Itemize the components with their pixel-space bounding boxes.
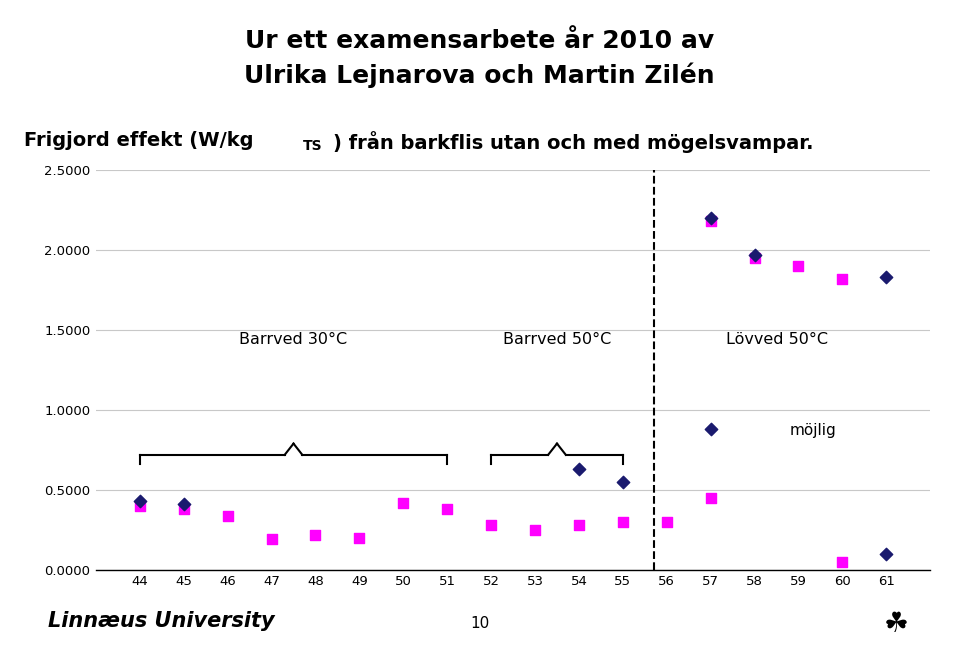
Point [352, 533, 367, 543]
Point [703, 216, 718, 227]
Point [132, 496, 148, 506]
Point [132, 500, 148, 511]
Text: Ur ett examensarbete år 2010 av: Ur ett examensarbete år 2010 av [245, 29, 714, 54]
Point [878, 549, 894, 559]
Point [747, 253, 762, 263]
Text: TS: TS [303, 139, 322, 153]
Point [834, 274, 850, 284]
Point [747, 250, 762, 260]
Text: ☘: ☘ [884, 610, 909, 637]
Point [176, 504, 192, 514]
Point [703, 424, 718, 434]
Point [703, 493, 718, 503]
Point [659, 517, 674, 527]
Point [703, 213, 718, 223]
Point [439, 504, 455, 514]
Text: ) från barkflis utan och med mögelsvampar.: ) från barkflis utan och med mögelsvampa… [333, 131, 813, 153]
Text: Lövved 50°C: Lövved 50°C [726, 332, 828, 347]
Point [308, 529, 323, 540]
Point [572, 464, 587, 474]
Point [220, 510, 235, 521]
Text: Linnæus University: Linnæus University [48, 611, 274, 631]
Point [483, 520, 499, 531]
Point [615, 477, 630, 487]
Point [615, 517, 630, 527]
Text: Frigjord effekt (W/kg: Frigjord effekt (W/kg [24, 131, 253, 150]
Point [527, 525, 543, 535]
Text: Barrved 50°C: Barrved 50°C [503, 332, 611, 347]
Point [396, 498, 411, 508]
Point [176, 499, 192, 510]
Point [572, 520, 587, 531]
Point [878, 272, 894, 282]
Text: 10: 10 [470, 616, 489, 631]
Point [834, 557, 850, 567]
Point [791, 261, 807, 271]
Text: Ulrika Lejnarova och Martin Zilén: Ulrika Lejnarova och Martin Zilén [245, 62, 714, 88]
Text: möjlig: möjlig [789, 423, 836, 438]
Text: Barrved 30°C: Barrved 30°C [240, 332, 347, 347]
Point [264, 534, 279, 545]
